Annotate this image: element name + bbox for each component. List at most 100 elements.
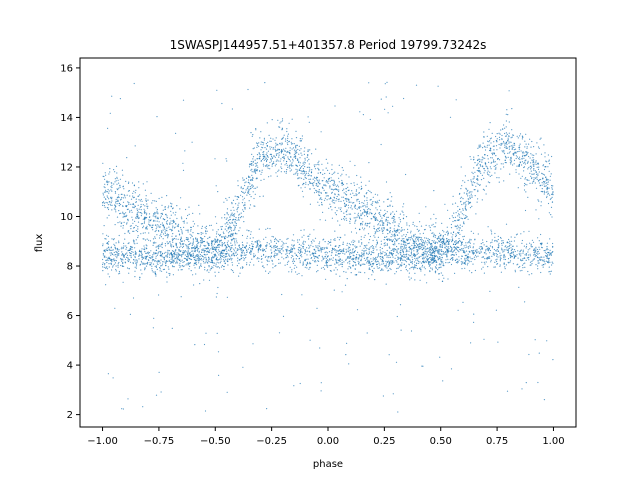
data-point <box>265 148 268 150</box>
data-point <box>161 256 163 258</box>
data-point <box>493 165 495 167</box>
data-point <box>186 253 189 255</box>
data-point <box>183 265 185 267</box>
data-point <box>127 190 130 192</box>
data-point <box>398 225 400 228</box>
data-point <box>473 156 475 158</box>
data-point <box>308 174 310 176</box>
data-point <box>305 174 307 176</box>
data-point <box>256 243 259 245</box>
data-point <box>208 266 210 268</box>
data-point <box>225 225 227 227</box>
data-point <box>447 278 449 280</box>
data-point <box>536 173 538 175</box>
data-point <box>108 201 110 203</box>
data-point <box>118 273 120 275</box>
data-point <box>531 182 534 184</box>
data-point <box>548 163 551 165</box>
data-point <box>252 177 254 179</box>
data-point <box>171 265 174 267</box>
data-point <box>270 140 272 142</box>
data-point <box>288 260 290 262</box>
data-point <box>193 284 195 286</box>
data-point <box>467 246 469 248</box>
data-point <box>435 218 437 220</box>
data-point <box>107 249 109 252</box>
data-point <box>242 257 244 259</box>
data-point <box>293 258 295 260</box>
data-point <box>157 260 159 262</box>
data-point <box>451 248 453 250</box>
data-point <box>291 143 293 145</box>
data-point <box>106 195 108 197</box>
data-point <box>375 201 377 204</box>
data-point <box>173 237 176 240</box>
data-point <box>335 267 337 269</box>
data-point <box>492 253 494 255</box>
data-point <box>240 194 242 196</box>
data-point <box>293 143 295 145</box>
data-point <box>322 266 324 269</box>
data-point <box>267 227 269 229</box>
data-point <box>512 252 514 254</box>
data-point <box>361 202 363 204</box>
data-point <box>442 261 444 263</box>
data-point <box>253 187 255 189</box>
data-point <box>316 264 318 266</box>
data-point <box>336 249 338 251</box>
data-point <box>444 203 446 205</box>
data-point <box>196 249 198 251</box>
data-point <box>217 238 219 241</box>
data-point <box>216 231 218 233</box>
data-point <box>237 204 239 206</box>
data-point <box>547 179 549 181</box>
data-point <box>108 276 111 278</box>
data-point <box>291 248 294 251</box>
data-point <box>436 238 439 240</box>
data-point <box>134 266 136 268</box>
data-point <box>141 213 143 215</box>
data-point <box>159 262 161 264</box>
data-point <box>401 238 403 240</box>
data-point <box>136 209 139 211</box>
data-point <box>379 205 381 207</box>
data-point <box>104 255 106 257</box>
data-point <box>513 256 516 258</box>
data-point <box>513 149 515 151</box>
data-point <box>305 250 307 252</box>
data-point <box>310 240 312 243</box>
data-point <box>491 132 493 134</box>
data-point <box>439 244 441 246</box>
data-point <box>538 218 540 220</box>
data-point <box>304 175 306 177</box>
data-point <box>192 254 194 256</box>
data-point <box>152 244 154 246</box>
data-point <box>109 203 111 205</box>
data-point <box>417 259 419 261</box>
data-point <box>338 253 340 255</box>
data-point <box>455 226 457 228</box>
data-point <box>349 247 351 249</box>
data-point <box>135 262 137 264</box>
data-point <box>420 262 423 264</box>
data-point <box>429 267 432 269</box>
data-point <box>395 260 397 262</box>
data-point <box>279 239 281 241</box>
data-point <box>441 244 443 246</box>
data-point <box>104 183 106 185</box>
data-point <box>164 231 166 233</box>
data-point <box>502 255 505 257</box>
data-point <box>255 172 257 174</box>
data-point <box>226 255 228 258</box>
data-point <box>151 260 153 262</box>
data-point <box>266 122 268 124</box>
data-point <box>138 255 140 257</box>
data-point <box>422 241 424 244</box>
data-point <box>212 267 214 269</box>
data-point <box>345 258 347 260</box>
data-point <box>110 263 112 265</box>
data-point <box>122 281 124 283</box>
data-point <box>147 253 149 255</box>
data-point <box>333 179 335 181</box>
data-point <box>106 202 108 204</box>
